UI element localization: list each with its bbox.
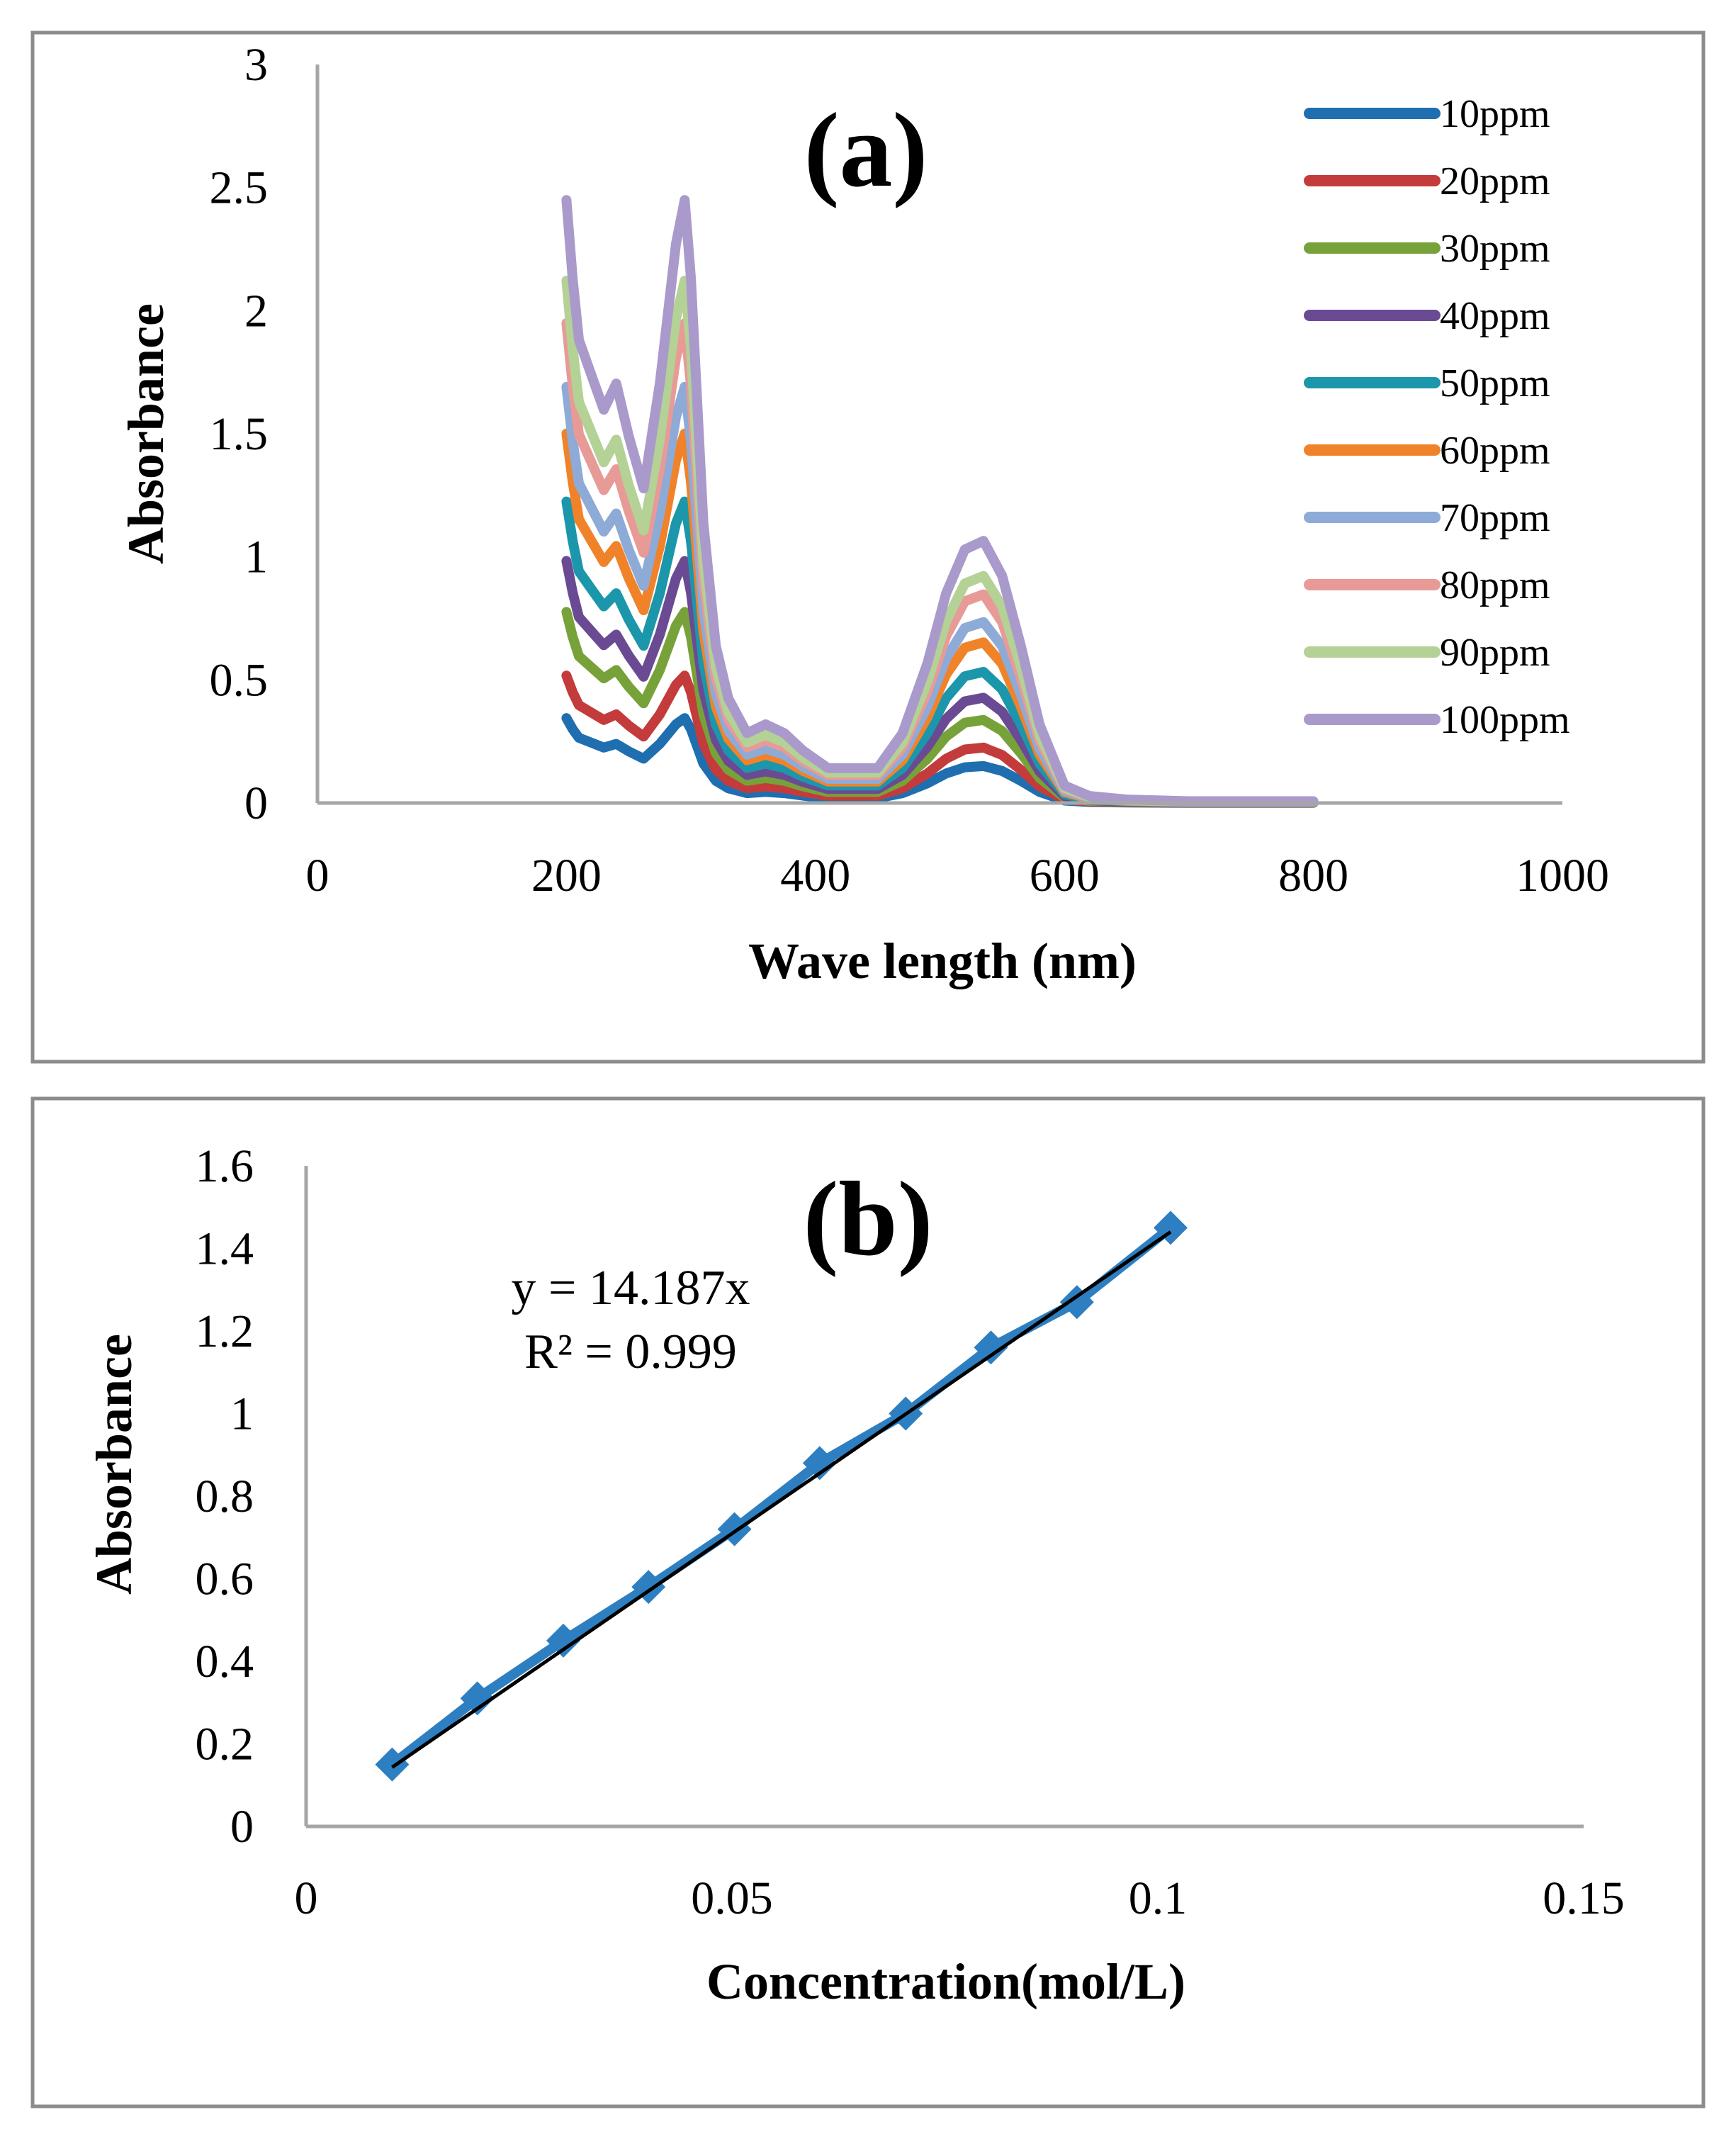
y-tick-labels-a: 0 0.5 1 1.5 2 2.5 3 bbox=[210, 39, 269, 829]
x-tick-label: 200 bbox=[531, 850, 602, 902]
y-tick-label: 2 bbox=[244, 285, 268, 337]
y-axis-title-a: Absorbance bbox=[118, 303, 174, 564]
y-tick-label: 1.5 bbox=[210, 408, 269, 460]
y-tick-label: 3 bbox=[244, 39, 268, 91]
trendline-equation: y = 14.187x bbox=[512, 1261, 750, 1315]
x-axis-title-b: Concentration(mol/L) bbox=[706, 1953, 1185, 2010]
y-tick-label: 0.2 bbox=[196, 1719, 254, 1770]
y-tick-labels-b: 0 0.2 0.4 0.6 0.8 1 1.2 1.4 1.6 bbox=[196, 1140, 254, 1853]
legend-label: 40ppm bbox=[1440, 294, 1550, 338]
x-tick-label: 0 bbox=[295, 1872, 318, 1924]
legend-label: 10ppm bbox=[1440, 92, 1550, 136]
legend-label: 90ppm bbox=[1440, 631, 1550, 675]
x-tick-label: 0.05 bbox=[691, 1872, 773, 1924]
y-tick-label: 0.6 bbox=[196, 1554, 254, 1605]
data-point-marker bbox=[802, 1446, 837, 1481]
y-tick-label: 0 bbox=[230, 1801, 254, 1853]
panel-label-b: (b) bbox=[803, 1160, 932, 1278]
data-point-marker bbox=[974, 1330, 1008, 1365]
legend-label: 70ppm bbox=[1440, 496, 1550, 540]
legend-label: 80ppm bbox=[1440, 563, 1550, 607]
panel-a-frame bbox=[30, 30, 1706, 1064]
x-tick-label: 0.1 bbox=[1129, 1872, 1188, 1924]
x-tick-label: 0.15 bbox=[1543, 1872, 1625, 1924]
series-connector-line bbox=[389, 1223, 1174, 1769]
panel-b-frame bbox=[30, 1096, 1706, 2108]
y-tick-label: 2.5 bbox=[210, 162, 269, 214]
panel-label-a: (a) bbox=[804, 91, 928, 209]
data-point-marker bbox=[546, 1623, 581, 1658]
data-point-marker bbox=[1059, 1285, 1094, 1320]
legend-label: 30ppm bbox=[1440, 227, 1550, 271]
legend-label: 100ppm bbox=[1440, 698, 1570, 742]
legend-label: 60ppm bbox=[1440, 429, 1550, 473]
y-tick-label: 1.6 bbox=[196, 1140, 254, 1192]
trendline-r2: R² = 0.999 bbox=[524, 1325, 737, 1379]
data-point-marker bbox=[460, 1681, 495, 1716]
x-axis-title-a: Wave length (nm) bbox=[748, 933, 1137, 989]
spectra-lines bbox=[561, 195, 1319, 808]
series-line-20ppm bbox=[561, 670, 1319, 808]
legend-a: 10ppm 20ppm 30ppm 40ppm 50ppm 60ppm 70ppm 80ppm… bbox=[1304, 92, 1570, 742]
chart-a: 0 0.5 1 1.5 2 2.5 3 0 200 400 600 800 1000 Wave len… bbox=[118, 39, 1609, 989]
y-tick-label: 1.2 bbox=[196, 1305, 254, 1357]
y-axis-title-b: Absorbance bbox=[86, 1334, 142, 1595]
y-tick-label: 1.4 bbox=[196, 1223, 254, 1275]
series-line-100ppm bbox=[561, 195, 1319, 807]
y-tick-label: 0 bbox=[244, 777, 268, 829]
legend-label: 50ppm bbox=[1440, 361, 1550, 405]
x-tick-label: 800 bbox=[1278, 850, 1348, 902]
x-tick-labels-b: 0 0.05 0.1 0.15 bbox=[295, 1872, 1625, 1924]
x-tick-label: 0 bbox=[306, 850, 329, 902]
x-tick-label: 1000 bbox=[1516, 850, 1609, 902]
y-tick-label: 0.5 bbox=[210, 654, 269, 706]
y-tick-label: 1 bbox=[244, 532, 268, 583]
x-tick-label: 600 bbox=[1030, 850, 1100, 902]
chart-b: 0 0.2 0.4 0.6 0.8 1 1.2 1.4 1.6 0 0.05 0.1 0.15 Con… bbox=[86, 1140, 1625, 2010]
x-tick-labels-a: 0 200 400 600 800 1000 bbox=[306, 850, 1610, 902]
trendline bbox=[390, 1230, 1172, 1769]
legend-label: 20ppm bbox=[1440, 159, 1550, 203]
data-point-marker bbox=[717, 1512, 752, 1546]
y-tick-label: 0.4 bbox=[196, 1636, 254, 1687]
y-tick-label: 0.8 bbox=[196, 1471, 254, 1522]
data-point-marker bbox=[375, 1747, 410, 1782]
x-tick-label: 400 bbox=[780, 850, 850, 902]
y-tick-label: 1 bbox=[230, 1388, 254, 1440]
